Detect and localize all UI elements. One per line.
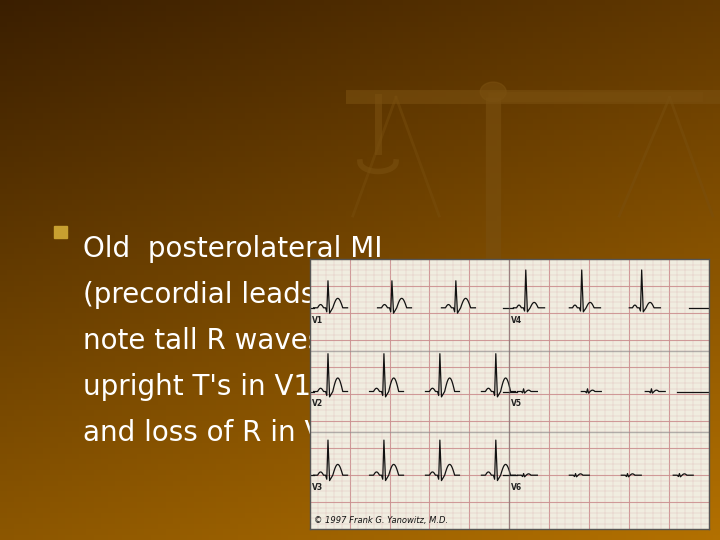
Polygon shape [450,443,536,513]
Text: V5: V5 [511,400,523,408]
Text: and loss of R in V6: and loss of R in V6 [83,418,341,447]
Text: V4: V4 [511,316,523,325]
Text: V6: V6 [511,483,523,492]
Text: Old  posterolateral MI: Old posterolateral MI [83,235,382,263]
Circle shape [480,82,506,102]
Text: upright T's in V1-3,: upright T's in V1-3, [83,373,348,401]
Text: V2: V2 [312,400,323,408]
Text: V1: V1 [312,316,323,325]
Text: (precordial leads):: (precordial leads): [83,281,336,309]
Text: V3: V3 [312,483,323,492]
Text: © 1997 Frank G. Yanowitz, M.D.: © 1997 Frank G. Yanowitz, M.D. [314,516,448,525]
Bar [54,226,67,238]
Text: note tall R waves and: note tall R waves and [83,327,383,355]
